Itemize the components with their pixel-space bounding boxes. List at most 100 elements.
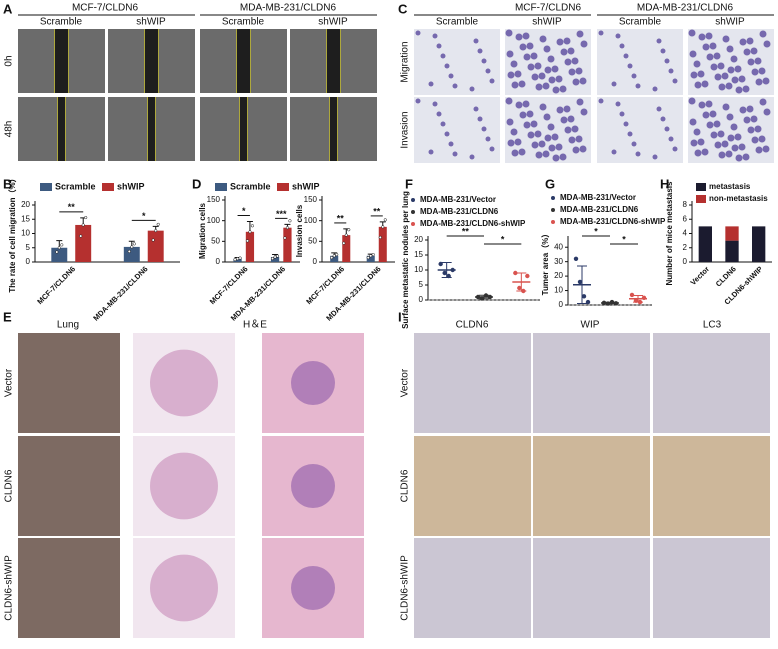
cell xyxy=(564,126,572,134)
cell xyxy=(731,144,739,152)
cell xyxy=(543,45,551,53)
cell xyxy=(552,86,560,94)
cell xyxy=(432,101,438,107)
cell xyxy=(758,135,766,143)
cell xyxy=(627,131,633,137)
row-label: 48h xyxy=(4,121,15,138)
cell xyxy=(735,154,743,162)
data-point xyxy=(154,229,158,233)
cell xyxy=(750,47,758,55)
cell xyxy=(531,73,539,81)
data-point xyxy=(517,285,522,291)
cell xyxy=(738,143,746,151)
column-header: H＆E xyxy=(243,320,267,331)
cell xyxy=(571,125,579,133)
cell xyxy=(664,126,670,132)
data-point xyxy=(381,225,385,229)
cell xyxy=(762,145,770,153)
cell xyxy=(664,58,670,64)
legend-marker xyxy=(411,198,415,202)
row-label: Vector xyxy=(400,368,411,397)
micrograph xyxy=(18,436,120,536)
data-point xyxy=(344,233,348,237)
cell xyxy=(710,131,718,139)
cell xyxy=(690,71,698,79)
legend-label: Scramble xyxy=(230,181,271,191)
cell xyxy=(694,149,702,157)
significance: ** xyxy=(373,206,381,216)
cell xyxy=(567,47,575,55)
tissue xyxy=(150,452,218,520)
cell xyxy=(452,151,458,157)
cell xyxy=(559,153,567,161)
legend-label: MDA-MB-231/Vector xyxy=(560,193,636,202)
cell xyxy=(730,55,738,63)
data-point xyxy=(283,236,287,240)
legend-label: shWIP xyxy=(292,181,320,191)
cell xyxy=(698,33,706,41)
cell xyxy=(527,63,535,71)
column-header: shWIP xyxy=(318,17,348,28)
error-bar xyxy=(633,294,643,303)
cell xyxy=(714,73,722,81)
cell xyxy=(697,138,705,146)
error-bar xyxy=(516,272,527,292)
cell xyxy=(572,146,580,154)
cell xyxy=(706,121,714,129)
y-tick-label: 15 xyxy=(21,214,30,223)
cell xyxy=(709,110,717,118)
legend-label: MDA-MB-231/Vector xyxy=(420,195,496,204)
cell xyxy=(567,115,575,123)
nodule xyxy=(291,464,335,508)
cell xyxy=(551,133,559,141)
cell xyxy=(548,144,556,152)
cell xyxy=(713,52,721,60)
bar xyxy=(147,230,164,262)
y-tick-label: 20 xyxy=(414,235,423,244)
cell xyxy=(526,42,534,50)
cell xyxy=(754,57,762,65)
bar-segment xyxy=(725,240,739,262)
cell xyxy=(623,53,629,59)
cell xyxy=(705,32,713,40)
cell xyxy=(510,60,518,68)
cell xyxy=(721,72,729,80)
error-bar xyxy=(577,265,587,305)
cell xyxy=(739,38,747,46)
cell xyxy=(560,116,568,124)
cell xyxy=(713,120,721,128)
cell xyxy=(717,62,725,70)
cell xyxy=(515,101,523,109)
cell xyxy=(547,55,555,63)
bar xyxy=(51,247,68,262)
micrograph xyxy=(533,436,650,536)
y-tick-label: 4 xyxy=(683,229,688,238)
legend-marker xyxy=(551,196,555,200)
cell xyxy=(750,115,758,123)
panel-label: A xyxy=(3,1,13,16)
cell xyxy=(515,33,523,41)
data-point xyxy=(156,222,160,226)
data-point xyxy=(79,234,83,238)
y-tick-label: 6 xyxy=(683,214,688,223)
cell xyxy=(627,63,633,69)
x-tick-label: MDA-MB-231/CLDN6 xyxy=(91,264,149,322)
data-point xyxy=(273,255,277,259)
cell xyxy=(688,97,696,105)
row-label: CLDN6-shWIP xyxy=(400,555,411,621)
cell xyxy=(505,29,513,37)
legend-label: MDA-MB-231/CLDN6-shWIP xyxy=(560,217,666,226)
column-header: Scramble xyxy=(436,17,479,28)
cell xyxy=(559,85,567,93)
cell xyxy=(735,86,743,94)
y-tick-label: 100 xyxy=(207,216,221,225)
cell xyxy=(759,98,767,106)
y-tick-label: 2 xyxy=(683,243,688,252)
cell xyxy=(751,68,759,76)
tissue xyxy=(150,554,218,622)
cell xyxy=(739,106,747,114)
legend-label: Scramble xyxy=(55,181,96,191)
micrograph xyxy=(533,538,650,638)
data-point xyxy=(245,239,249,243)
data-point xyxy=(236,257,240,261)
